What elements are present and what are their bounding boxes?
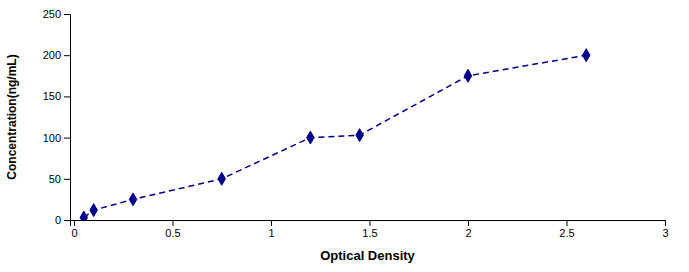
x-axis-tick-label: 0 xyxy=(71,227,77,239)
y-axis-tick-mark xyxy=(64,96,70,97)
line xyxy=(84,55,586,217)
point xyxy=(218,172,225,185)
x-axis-tick: 3 xyxy=(662,220,668,239)
y-axis-tick-mark xyxy=(64,14,70,15)
x-axis-tick-label: 2 xyxy=(465,227,471,239)
point xyxy=(464,69,471,82)
x-axis-tick-label: 0.5 xyxy=(165,227,180,239)
x-axis: 0 0.5 1 1.5 2 2.5 3 xyxy=(71,220,669,239)
y-axis-tick-label: 250 xyxy=(43,8,61,20)
y-axis: 0 50 100 150 200 250 xyxy=(43,8,71,226)
x-axis-tick-mark xyxy=(271,220,272,226)
point xyxy=(129,193,136,206)
y-axis-tick-label: 0 xyxy=(55,214,61,226)
x-axis-title: Optical Density xyxy=(320,248,415,263)
y-axis-line xyxy=(64,15,71,221)
x-axis-tick: 0.5 xyxy=(165,220,180,239)
point xyxy=(307,131,314,144)
x-axis-tick-mark xyxy=(172,220,173,226)
x-axis-tick-label: 2.5 xyxy=(559,227,574,239)
x-axis-tick-mark xyxy=(468,220,469,226)
x-axis-tick-mark xyxy=(74,220,75,226)
plot: 0 0.5 1 1.5 2 2.5 3 0 50 100 150 200 250 xyxy=(43,8,669,239)
x-axis-tick-label: 3 xyxy=(662,227,668,239)
x-axis-tick-label: 1 xyxy=(268,227,274,239)
x-axis-tick: 1.5 xyxy=(362,220,377,239)
x-axis-tick-mark xyxy=(566,220,567,226)
point xyxy=(582,49,589,62)
y-axis-title: Concentration(ng/mL) xyxy=(5,54,19,179)
y-axis-tick: 250 xyxy=(43,8,70,20)
y-axis-tick: 100 xyxy=(43,132,70,144)
point xyxy=(80,211,87,220)
marks xyxy=(80,49,590,220)
x-axis-tick-label: 1.5 xyxy=(362,227,377,239)
y-axis-tick-mark xyxy=(64,138,70,139)
chart: 0 0.5 1 1.5 2 2.5 3 0 50 100 150 200 250 Optical Dens… xyxy=(0,0,689,272)
x-axis-tick: 1 xyxy=(268,220,274,239)
x-axis-tick: 0 xyxy=(71,220,77,239)
y-axis-tick-label: 200 xyxy=(43,49,61,61)
y-axis-tick: 50 xyxy=(49,173,70,185)
y-axis-tick: 200 xyxy=(43,49,70,61)
x-axis-tick: 2 xyxy=(465,220,471,239)
y-axis-tick-mark xyxy=(64,220,70,221)
point xyxy=(356,129,363,142)
x-axis-tick-mark xyxy=(369,220,370,226)
y-axis-tick: 0 xyxy=(55,214,70,226)
y-axis-tick-mark xyxy=(64,55,70,56)
x-axis-tick-mark xyxy=(665,220,666,226)
y-axis-tick-label: 150 xyxy=(43,90,61,102)
y-axis-tick: 150 xyxy=(43,90,70,102)
y-axis-tick-label: 100 xyxy=(43,132,61,144)
x-axis-line xyxy=(71,221,666,227)
x-axis-tick: 2.5 xyxy=(559,220,574,239)
y-axis-tick-mark xyxy=(64,179,70,180)
point xyxy=(90,204,97,217)
y-axis-tick-label: 50 xyxy=(49,173,61,185)
